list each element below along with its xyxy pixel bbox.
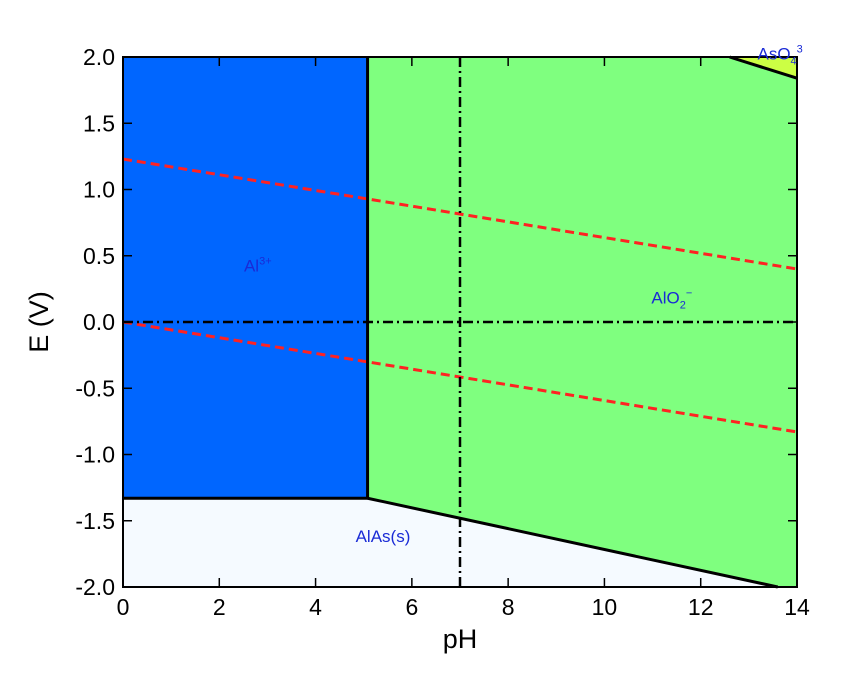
boundary-line-3	[729, 55, 798, 80]
region-2	[123, 498, 778, 587]
y-tick-label: 0.5	[83, 243, 115, 269]
region-1	[367, 57, 797, 587]
y-tick-label: 1.0	[83, 177, 115, 203]
region-label-2: AlAs(s)	[356, 527, 411, 546]
x-tick-label: 2	[213, 594, 226, 620]
x-axis-label: pH	[443, 624, 478, 654]
y-tick-label: 0.0	[83, 309, 115, 335]
region-0	[123, 57, 368, 499]
x-tick-label: 10	[592, 594, 618, 620]
y-axis-label: E (V)	[24, 291, 54, 353]
x-tick-label: 6	[405, 594, 418, 620]
y-tick-label: -1.5	[75, 508, 115, 534]
y-tick-label: -0.5	[75, 375, 115, 401]
boundary-line-2	[367, 496, 779, 589]
region-label-0: Al3+	[244, 256, 272, 276]
x-tick-label: 14	[784, 594, 810, 620]
x-tick-label: 0	[117, 594, 130, 620]
reference-line-0	[122, 157, 798, 271]
y-tick-label: 1.5	[83, 110, 115, 136]
y-tick-label: -1.0	[75, 442, 115, 468]
reference-line-1	[122, 320, 798, 434]
region-label-3: AsO43	[757, 44, 802, 68]
y-tick-label: -2.0	[75, 574, 115, 600]
x-tick-label: 12	[688, 594, 714, 620]
x-tick-label: 4	[309, 594, 322, 620]
region-label-1: AlO2−	[651, 287, 692, 311]
x-tick-label: 8	[502, 594, 515, 620]
y-tick-label: 2.0	[83, 44, 115, 70]
